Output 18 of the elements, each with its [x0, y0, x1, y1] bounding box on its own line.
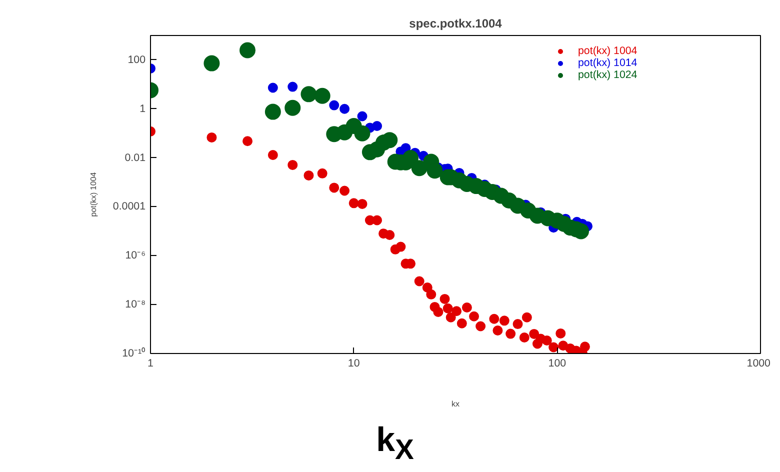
legend-label: pot(kx) 1014 [578, 57, 638, 69]
x-tick-label: 100 [548, 358, 566, 370]
y-tick-label: 10⁻⁶ [125, 250, 146, 262]
y-tick-label: 1 [140, 102, 146, 115]
y-tick-label: 0.01 [124, 152, 146, 164]
chart-title: spec.potkx.1004 [409, 16, 502, 30]
x-tick-label: 10 [348, 358, 360, 370]
text: k$_{X}$ [375, 420, 415, 468]
y-tick-label: 0.0001 [112, 200, 146, 213]
legend-label: pot(kx) 1004 [578, 45, 638, 57]
x-tick-label: 1000 [746, 358, 771, 370]
y-tick-label: 10⁻¹⁰ [122, 346, 146, 360]
legend-label: pot(kx) 1024 [578, 69, 638, 81]
y-axis-title: pot(kx) 1004 [88, 172, 98, 217]
x-tick-label: 1 [148, 358, 154, 370]
x-axis-title: kx [452, 400, 460, 408]
y-tick-label: 10⁻⁸ [125, 298, 146, 311]
y-tick-label: 100 [128, 54, 146, 66]
